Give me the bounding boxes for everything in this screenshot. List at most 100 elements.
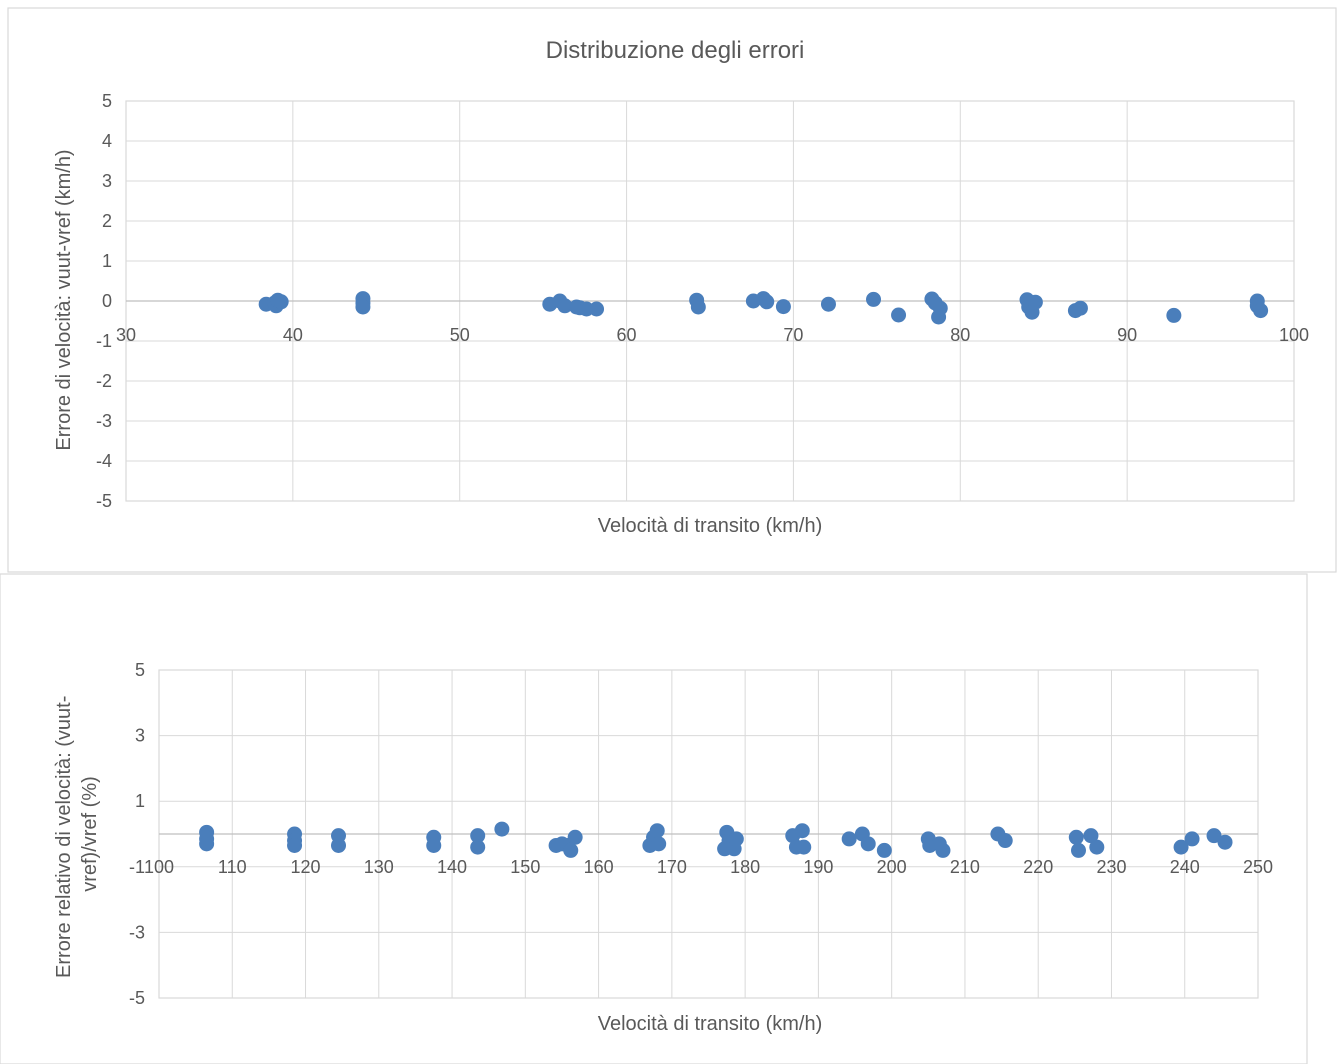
c1-data-point	[273, 294, 289, 310]
c2-data-point	[651, 836, 667, 852]
chart-1-points	[258, 291, 1269, 325]
c1-data-point	[1027, 294, 1043, 310]
c2-data-point	[567, 829, 583, 845]
c2-data-point	[794, 823, 810, 839]
c1-y-tick-label: 1	[102, 251, 112, 271]
c2-x-tick-label: 200	[877, 857, 907, 877]
chart-2-y-axis-title-line-1: Errore relativo di velocità: (vuut-	[53, 696, 75, 978]
c2-data-point	[1083, 828, 1099, 844]
chart-2-y-axis-title: Errore relativo di velocità: (vuut- vref…	[53, 690, 101, 978]
c2-data-point	[1217, 834, 1233, 850]
c2-data-point	[331, 837, 347, 853]
c1-y-tick-label: -2	[96, 371, 112, 391]
c2-x-tick-label: 170	[657, 857, 687, 877]
chart-1-title: Distribuzione degli errori	[546, 37, 805, 64]
c2-data-point	[563, 842, 579, 858]
chart-1-y-tick-labels: 5 4 3 2 1 0 -1 -2 -3 -4 -5	[96, 91, 112, 511]
chart-2-x-axis-title: Velocità di transito (km/h)	[598, 1013, 823, 1035]
c2-data-point	[649, 823, 665, 839]
chart-1: Distribuzione degli errori 5 4 3 2 1 0 -1 -2 -3 -…	[53, 37, 1309, 537]
c2-data-point	[1184, 831, 1200, 847]
c2-x-tick-label: 180	[730, 857, 760, 877]
c2-x-tick-label: 140	[437, 857, 467, 877]
c1-data-point	[589, 301, 605, 317]
c2-x-tick-label: 160	[584, 857, 614, 877]
c1-x-tick-label: 100	[1279, 325, 1309, 345]
c2-data-point	[728, 831, 744, 847]
c1-x-tick-label: 70	[783, 325, 803, 345]
c1-data-point	[1253, 303, 1269, 319]
chart-1-x-axis-title: Velocità di transito (km/h)	[598, 515, 823, 537]
c2-y-tick-label: 1	[135, 791, 145, 811]
c2-x-tick-label: 130	[364, 857, 394, 877]
c1-data-point	[355, 299, 371, 315]
c2-x-tick-label: 230	[1096, 857, 1126, 877]
c2-data-point	[470, 828, 486, 844]
c2-data-point	[841, 831, 857, 847]
c2-y-tick-label: 3	[135, 726, 145, 746]
chart-2-x-tick-labels: 100 110 120 130 140 150 160 170 180 190 200 210 220 2…	[144, 857, 1273, 877]
chart-2-y-tick-labels: 5 3 1 -1 -3 -5	[129, 660, 145, 1008]
c1-data-point	[866, 291, 882, 307]
c2-x-tick-label: 210	[950, 857, 980, 877]
c1-data-point	[820, 296, 836, 312]
c2-x-tick-label: 220	[1023, 857, 1053, 877]
c2-data-point	[287, 837, 303, 853]
c1-data-point	[759, 294, 775, 310]
c1-y-tick-label: 2	[102, 211, 112, 231]
chart-2-points	[199, 821, 1233, 858]
chart-2-y-axis-title-line-2: vref)/vref (%)	[79, 776, 101, 892]
c1-y-tick-label: 3	[102, 171, 112, 191]
c1-x-tick-label: 90	[1117, 325, 1137, 345]
c2-data-point	[1089, 839, 1105, 855]
c2-data-point	[494, 821, 510, 837]
c1-y-tick-label: -1	[96, 331, 112, 351]
c2-x-tick-label: 190	[803, 857, 833, 877]
chart-2-border	[0, 573, 1308, 1064]
c2-x-tick-label: 250	[1243, 857, 1273, 877]
c1-y-tick-label: -4	[96, 451, 112, 471]
c1-x-tick-label: 60	[617, 325, 637, 345]
c1-y-tick-label: 0	[102, 291, 112, 311]
c1-x-tick-label: 30	[116, 325, 136, 345]
c1-data-point	[1166, 307, 1182, 323]
c2-data-point	[935, 842, 951, 858]
c1-y-tick-label: -5	[96, 491, 112, 511]
c1-data-point	[891, 307, 907, 323]
c1-data-point	[690, 299, 706, 315]
c2-data-point	[997, 833, 1013, 849]
c2-x-tick-label: 120	[291, 857, 321, 877]
c2-data-point	[1206, 828, 1222, 844]
c1-x-tick-label: 50	[450, 325, 470, 345]
c2-data-point	[1070, 842, 1086, 858]
c2-y-tick-label: -3	[129, 922, 145, 942]
c2-data-point	[426, 837, 442, 853]
c1-data-point	[1072, 300, 1088, 316]
chart-1-x-tick-labels: 30 40 50 60 70 80 90 100	[116, 325, 1309, 345]
c1-y-tick-label: 4	[102, 131, 112, 151]
c2-x-tick-label: 150	[510, 857, 540, 877]
c2-x-tick-label: 240	[1170, 857, 1200, 877]
c2-y-tick-label: -1	[129, 857, 145, 877]
c1-x-tick-label: 40	[283, 325, 303, 345]
c2-data-point	[1068, 829, 1084, 845]
c1-x-tick-label: 80	[950, 325, 970, 345]
c2-x-tick-label: 100	[144, 857, 174, 877]
c1-data-point	[932, 300, 948, 316]
c1-data-point	[557, 298, 573, 314]
c1-y-tick-label: 5	[102, 91, 112, 111]
c2-data-point	[1173, 839, 1189, 855]
chart-1-y-axis-title: Errore di velocità: vuut-vref (km/h)	[53, 149, 75, 450]
c2-data-point	[876, 842, 892, 858]
c1-data-point	[775, 299, 791, 315]
c1-y-tick-label: -3	[96, 411, 112, 431]
c2-data-point	[470, 839, 486, 855]
c2-y-tick-label: 5	[135, 660, 145, 680]
c2-y-tick-label: -5	[129, 988, 145, 1008]
c2-data-point	[199, 836, 215, 852]
c2-data-point	[860, 836, 876, 852]
chart-1-border	[7, 7, 1337, 573]
c2-data-point	[796, 839, 812, 855]
c2-x-tick-label: 110	[218, 857, 247, 877]
